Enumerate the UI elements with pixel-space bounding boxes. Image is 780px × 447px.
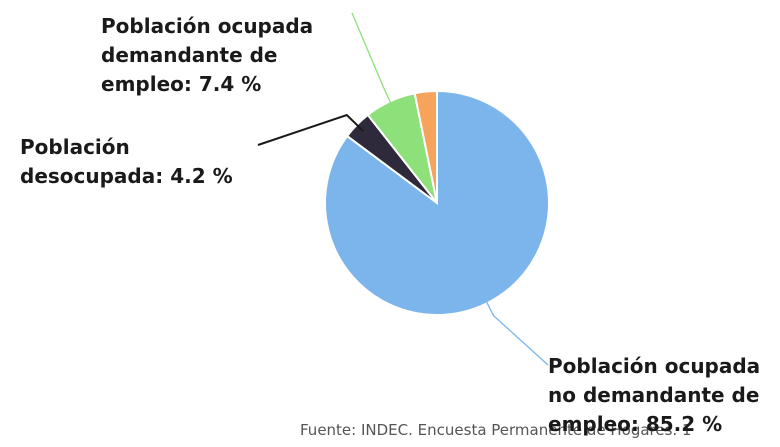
slice-label-line: Población: [20, 135, 130, 159]
slice-label-line: empleo: 7.4 %: [101, 72, 262, 96]
slice-label-ocupada-no-demandante: Población ocupada no demandante de emple…: [548, 352, 760, 439]
leader-line: [351, 12, 395, 110]
leader-line: [257, 113, 364, 146]
slice-otros: [413, 89, 438, 204]
slice-label-desocupada: Población desocupada: 4.2 %: [20, 133, 233, 191]
slice-label-line: no demandante de: [548, 383, 760, 407]
source-note: Fuente: INDEC. Encuesta Permanente de Ho…: [300, 421, 692, 439]
slice-label-line: empleo: 85.2 %: [548, 412, 723, 436]
slice-label-line: desocupada: 4.2 %: [20, 164, 233, 188]
slice-label-line: Población ocupada: [548, 354, 761, 378]
slice-label-ocupada-demandante: Población ocupada demandante de empleo: …: [101, 12, 313, 99]
slice-label-line: Población ocupada: [101, 14, 314, 38]
leader-line: [482, 294, 549, 366]
slice-label-line: demandante de: [101, 43, 278, 67]
